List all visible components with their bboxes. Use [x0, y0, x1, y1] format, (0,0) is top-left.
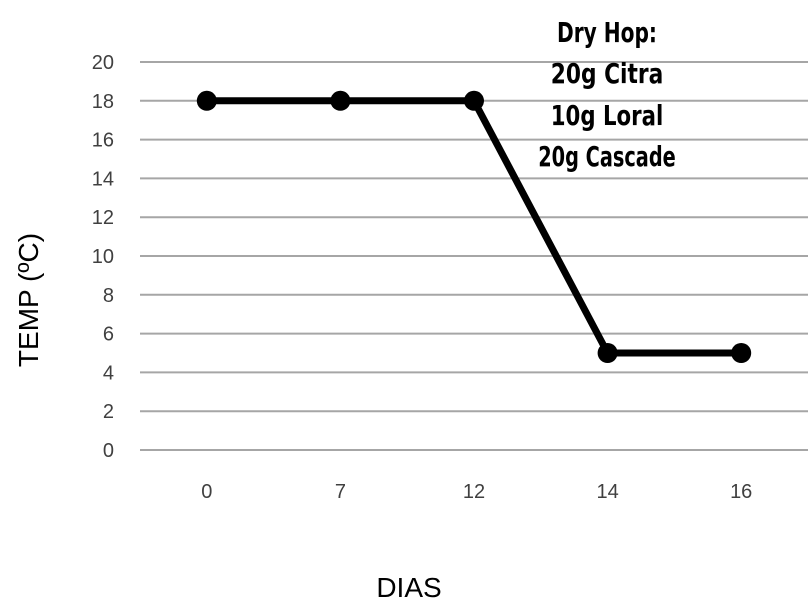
annotation-line: 10g Loral [551, 99, 664, 132]
y-tick-label: 14 [92, 168, 114, 190]
y-tick-label: 6 [103, 324, 114, 346]
gridlines [140, 61, 808, 451]
annotation-line: Dry Hop: [557, 16, 657, 49]
x-axis-title: DIAS [376, 572, 441, 602]
y-tick-label: 8 [103, 285, 114, 307]
data-point [330, 90, 351, 111]
y-tick-labels: 0 2 4 6 8 10 12 14 16 18 20 [92, 52, 114, 462]
series-group [196, 90, 752, 363]
x-tick-labels: 0 7 12 14 16 [201, 481, 752, 503]
y-tick-label: 4 [103, 362, 114, 384]
annotation-line: 20g Citra [551, 57, 664, 90]
x-tick-label: 16 [730, 481, 752, 503]
data-point [464, 90, 484, 111]
y-tick-label: 2 [103, 401, 114, 423]
data-point [597, 343, 618, 363]
y-axis-title: TEMP (ºC) [13, 233, 44, 367]
annotation-line: 20g Cascade [538, 140, 676, 173]
y-tick-label: 18 [92, 91, 114, 113]
y-tick-label: 16 [92, 130, 114, 152]
x-tick-label: 0 [201, 481, 212, 503]
x-tick-label: 7 [335, 481, 346, 503]
x-tick-label: 14 [596, 481, 618, 503]
data-point [731, 343, 752, 363]
y-tick-label: 12 [92, 207, 114, 229]
y-tick-label: 20 [92, 52, 114, 74]
x-tick-label: 12 [463, 481, 485, 503]
y-tick-label: 0 [103, 440, 114, 462]
data-point [196, 90, 217, 111]
y-tick-label: 10 [92, 246, 114, 268]
dry-hop-annotation: Dry Hop: 20g Citra 10g Loral 20g Cascade [538, 16, 676, 173]
